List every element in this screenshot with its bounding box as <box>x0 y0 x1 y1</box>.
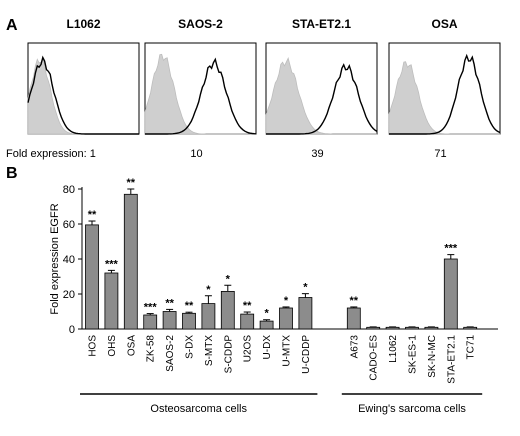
x-category-label: OHS <box>107 335 118 357</box>
egfr-histogram <box>27 55 139 135</box>
x-category-label: U-DX <box>262 335 273 360</box>
x-category-label: U2OS <box>243 335 254 363</box>
panel-a-letter: A <box>6 17 18 34</box>
bar-hos <box>85 224 99 330</box>
significance-label: * <box>284 295 289 307</box>
x-category-label: STA-ET2.1 <box>446 335 457 384</box>
x-category-label: SK-ES-1 <box>408 335 419 374</box>
x-category-label: S-MTX <box>204 335 215 366</box>
bar-ohs <box>104 272 119 330</box>
control-histogram <box>388 61 500 135</box>
bar-osa <box>123 193 138 330</box>
bar-sta-et2-1 <box>443 258 458 330</box>
y-axis-label: Fold expression EGFR <box>49 203 61 314</box>
group-label: Ewing's sarcoma cells <box>358 403 466 415</box>
significance-label: *** <box>444 243 458 255</box>
significance-label: * <box>264 308 269 320</box>
bar-u-dx <box>259 320 274 330</box>
bar-l1062 <box>385 326 400 330</box>
bar-a673 <box>346 307 361 330</box>
x-category-label: L1062 <box>388 335 399 363</box>
bar-u-mtx <box>279 307 293 330</box>
bar-s-cddp <box>220 290 235 330</box>
significance-label: ** <box>165 297 174 309</box>
fold-expression-value: 71 <box>434 148 446 160</box>
bar-s-mtx <box>201 303 216 330</box>
egfr-histogram <box>389 53 501 135</box>
x-category-label: SAOS-2 <box>165 335 176 372</box>
significance-label: ** <box>350 295 359 307</box>
bar-sk-es-1 <box>405 326 419 330</box>
y-tick-label: 40 <box>63 254 75 266</box>
bar-s-dx <box>182 312 196 330</box>
x-category-label: OSA <box>126 335 137 356</box>
significance-label: * <box>226 273 231 285</box>
fold-expression-value: 10 <box>190 148 202 160</box>
histogram-title: SAOS-2 <box>178 17 223 31</box>
x-category-label: U-MTX <box>282 335 293 367</box>
bar-zk-58 <box>143 314 158 330</box>
y-tick-label: 0 <box>69 324 75 336</box>
significance-label: ** <box>127 177 136 189</box>
histogram-panels: L1062 Fold expression: 1 SAOS-2 10 STA-ET2.1… <box>6 17 501 160</box>
histogram-title: L1062 <box>66 17 100 31</box>
fold-expression-value: Fold expression: 1 <box>6 148 96 160</box>
significance-label: ** <box>88 209 97 221</box>
significance-label: * <box>303 282 308 294</box>
significance-label: *** <box>144 302 158 314</box>
y-tick-label: 20 <box>63 289 75 301</box>
x-category-label: SK-N-MC <box>427 335 438 378</box>
x-category-label: A673 <box>349 335 360 359</box>
x-category-label: CADO-ES <box>369 335 380 381</box>
panel-b-letter: B <box>6 165 18 182</box>
y-tick-label: 80 <box>63 184 75 196</box>
control-histogram <box>144 53 256 135</box>
x-category-label: S-CDDP <box>223 335 234 374</box>
significance-label: ** <box>185 300 194 312</box>
bar-tc71 <box>463 326 478 330</box>
group-label: Osteosarcoma cells <box>150 403 247 415</box>
x-category-label: HOS <box>88 335 99 357</box>
x-category-label: TC71 <box>466 335 477 360</box>
significance-label: ** <box>243 300 252 312</box>
fold-expression-value: 39 <box>311 148 323 160</box>
x-category-label: ZK-58 <box>146 335 157 363</box>
bar-u-cddp <box>298 297 313 330</box>
control-histogram <box>27 56 139 135</box>
histogram-title: OSA <box>431 17 457 31</box>
egfr-histogram <box>266 63 378 135</box>
bar-sk-n-mc <box>424 326 439 330</box>
bar-u2os <box>240 313 255 330</box>
histogram-title: STA-ET2.1 <box>292 17 351 31</box>
x-category-label: S-DX <box>185 335 196 359</box>
control-histogram <box>265 57 377 135</box>
significance-label: *** <box>105 258 119 270</box>
y-tick-label: 60 <box>63 219 75 231</box>
egfr-histogram <box>145 57 257 135</box>
significance-label: * <box>206 284 211 296</box>
x-category-label: U-CDDP <box>301 335 312 374</box>
bar-cado-es <box>366 326 381 330</box>
bar-saos-2 <box>162 311 177 330</box>
